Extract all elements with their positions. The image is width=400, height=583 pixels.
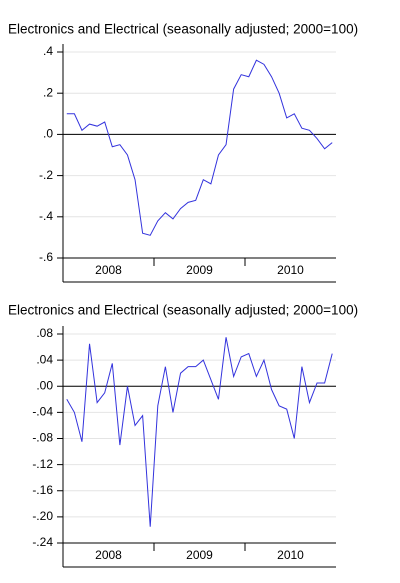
y-tick-label: .04 (36, 352, 53, 366)
chart-title: Electronics and Electrical (seasonally a… (8, 22, 358, 37)
y-tick-label: -.6 (39, 250, 53, 264)
x-tick-label: 2009 (186, 548, 213, 562)
y-tick-label: -.24 (32, 535, 53, 549)
y-tick-label: -.2 (39, 168, 53, 182)
y-tick-label: .0 (43, 127, 53, 141)
y-tick-label: .2 (43, 85, 53, 99)
x-tick-label: 2008 (95, 548, 122, 562)
line (66, 59, 333, 236)
chart-title: Electronics and Electrical (seasonally a… (8, 303, 358, 318)
x-tick-label: 2010 (277, 263, 304, 277)
y-tick-label: -.20 (32, 509, 53, 523)
line (66, 337, 333, 527)
y-tick-label: .00 (36, 378, 53, 392)
x-tick-label: 2009 (186, 263, 213, 277)
y-tick-label: -.08 (32, 431, 53, 445)
y-tick-label: -.4 (39, 209, 53, 223)
y-tick-label: -.16 (32, 483, 53, 497)
y-tick-label: -.12 (32, 457, 53, 471)
y-tick-label: .4 (43, 44, 53, 58)
y-tick-label: -.04 (32, 405, 53, 419)
x-tick-label: 2008 (95, 263, 122, 277)
y-tick-label: .08 (36, 326, 53, 340)
x-tick-label: 2010 (277, 548, 304, 562)
